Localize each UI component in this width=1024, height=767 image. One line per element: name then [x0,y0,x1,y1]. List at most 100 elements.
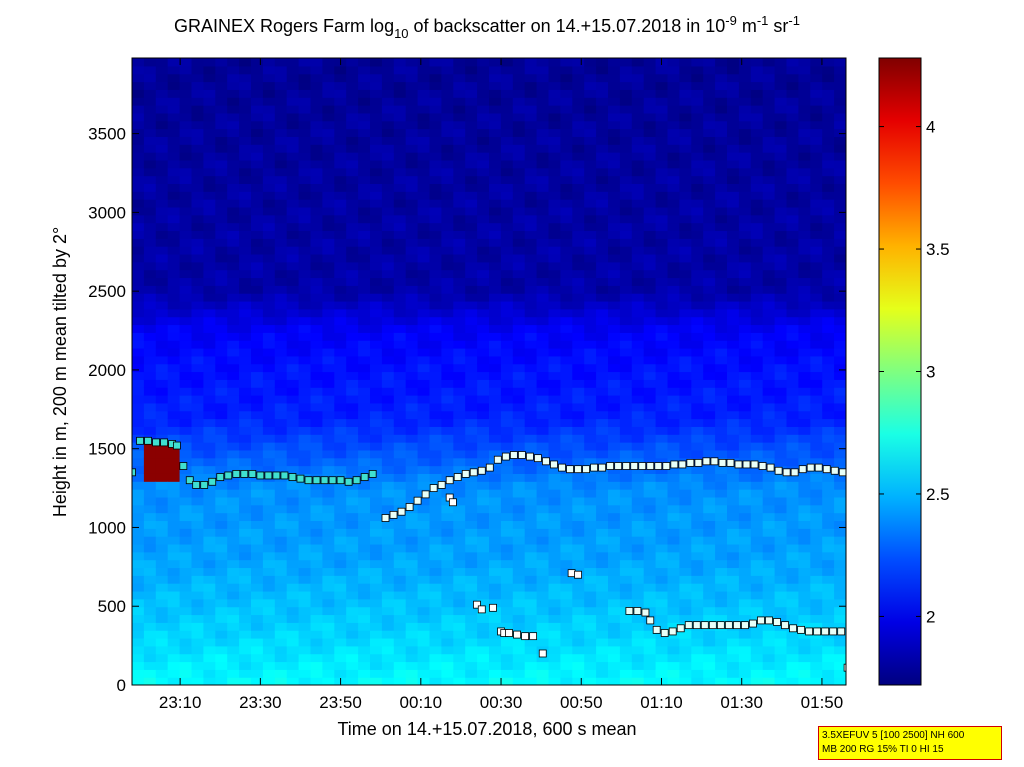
heatmap-cell [727,567,740,576]
heatmap-cell [786,105,799,114]
heatmap-cell [393,637,407,647]
heatmap-cell [286,567,300,576]
heatmap-cell [405,402,419,412]
heatmap-cell [584,73,597,83]
heatmap-cell [381,285,395,294]
heatmap-cell [334,504,347,514]
heatmap-cell [191,58,204,67]
heatmap-cell [298,528,312,537]
heatmap-cell [393,614,407,623]
heatmap-cell [643,89,657,98]
heatmap-cell [322,316,335,326]
heatmap-cell [798,175,811,184]
heatmap-cell [298,120,312,130]
heatmap-cell [608,559,621,569]
heatmap-cell [346,253,359,263]
heatmap-cell [608,543,621,553]
heatmap-cell [727,332,740,341]
heatmap-cell [441,65,454,75]
heatmap-cell [596,152,609,161]
heatmap-cell [536,371,550,380]
heatmap-cell [536,206,550,216]
heatmap-cell [322,496,335,506]
heatmap-cell [262,206,276,216]
heatmap-cell [643,528,657,537]
heatmap-cell [798,206,811,216]
heatmap-cell [453,567,466,576]
heatmap-cell [489,152,502,161]
heatmap-cell [703,387,716,396]
heatmap-cell [298,332,312,341]
heatmap-cell [251,73,264,83]
heatmap-cell [703,434,716,443]
heatmap-cell [619,230,633,239]
layer-marker-rising-layer [413,496,422,505]
heatmap-cell [786,285,799,294]
heatmap-cell [405,371,419,380]
heatmap-cell [727,536,740,545]
heatmap-cell [619,191,633,200]
heatmap-cell [584,473,597,482]
heatmap-cell [727,630,740,639]
heatmap-cell [715,167,728,177]
heatmap-cell [298,347,312,357]
heatmap-cell [358,340,371,349]
heatmap-cell [346,395,359,404]
heatmap-cell [465,199,478,208]
heatmap-cell [631,622,645,631]
heatmap-cell [191,457,204,467]
layer-marker-low-layer [741,621,749,630]
heatmap-cell [465,316,478,326]
heatmap-cell [227,551,240,561]
heatmap-cell [786,630,799,639]
heatmap-cell [310,253,323,263]
heatmap-cell [667,567,680,576]
heatmap-cell [631,371,645,380]
heatmap-cell [536,332,550,341]
heatmap-cell [429,575,442,584]
heatmap-cell [774,222,788,232]
heatmap-cell [679,410,692,420]
heatmap-cell [489,402,502,412]
heatmap-cell [762,238,776,247]
heatmap-cell [560,159,573,169]
heatmap-cell [262,191,276,200]
heatmap-cell [667,637,680,647]
heatmap-cell [381,347,395,357]
heatmap-cell [727,661,740,670]
heatmap-cell [524,504,538,514]
heatmap-cell [631,449,645,459]
heatmap-cell [298,261,312,271]
heatmap-cell [251,465,264,474]
heatmap-cell [810,191,823,200]
heatmap-cell [548,112,561,122]
heatmap-cell [489,285,502,294]
heatmap-cell [465,669,478,678]
heatmap-cell [548,583,561,592]
heatmap-cell [155,387,169,396]
heatmap-cell [465,622,478,631]
heatmap-cell [465,214,478,224]
heatmap-cell [643,105,657,114]
heatmap-cell [572,528,585,537]
heatmap-cell [655,222,669,232]
heatmap-cell [346,58,359,67]
heatmap-cell [143,183,157,192]
heatmap-cell [715,442,728,451]
layer-marker-upper-plateau [838,468,846,477]
heatmap-cell [465,230,478,239]
heatmap-cell [167,637,181,647]
heatmap-cell [810,199,823,208]
heatmap-cell [179,379,193,388]
heatmap-cell [584,410,597,420]
heatmap-cell [619,105,633,114]
heatmap-cell [679,136,692,145]
heatmap-cell [167,112,181,122]
heatmap-cell [251,606,264,616]
heatmap-cell [774,105,788,114]
heatmap-cell [179,677,193,685]
heatmap-cell [417,661,431,670]
heatmap-cell [298,89,312,98]
heatmap-cell [810,567,823,576]
heatmap-cell [179,191,193,200]
